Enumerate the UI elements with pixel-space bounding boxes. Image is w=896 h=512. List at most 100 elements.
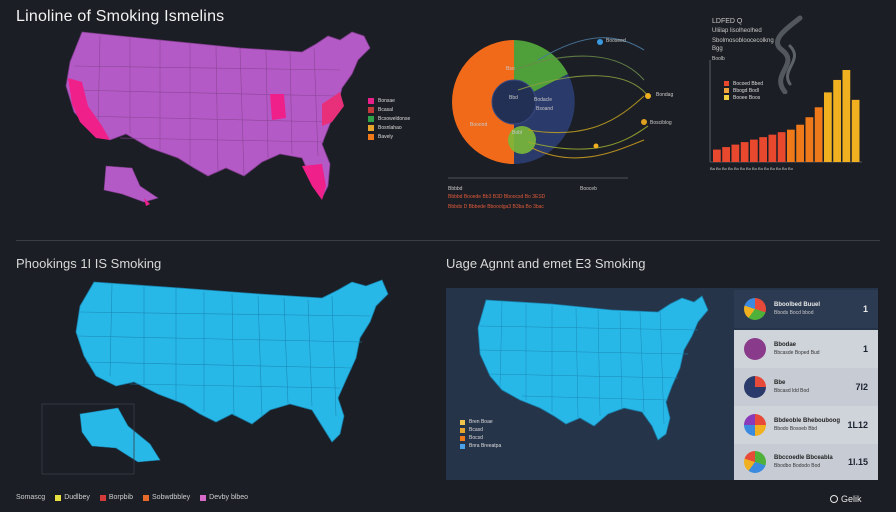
donut-center-label: Bbd <box>509 95 518 101</box>
legend-swatch <box>368 124 374 131</box>
left-bottom-title: Phookings 1I IS Smoking <box>16 256 162 271</box>
bar <box>851 99 860 162</box>
bar-chart-legend: Bocoed Bbed Bbogd Bodl Booee Boos <box>724 80 763 101</box>
bottom-right-us-map <box>477 295 709 441</box>
donut-far-right-label: Bosciblog <box>650 120 672 126</box>
bar-chart-head-2: Uliilap lisolheolhed <box>712 28 762 34</box>
card-value: 1 <box>862 304 868 314</box>
brand-name: Gelik <box>841 494 862 504</box>
footer-legend-item: Sobwdbbley <box>143 494 190 501</box>
footer-legend-item: Borpbib <box>99 494 133 501</box>
card-subtitle: Bbodo Bosoeb Bbd <box>774 426 818 432</box>
stat-card[interactable]: Bbccoedle Bbceabla Bbodbo Bododo Bod 1l.1… <box>734 444 878 480</box>
cigarette-icon <box>744 338 766 360</box>
legend-swatch <box>368 133 374 140</box>
card-title: Bbccoedle Bbceabla <box>774 455 833 461</box>
bar <box>805 117 814 162</box>
legend-label: Bocoed Bbed <box>733 80 764 87</box>
right-bottom-panel: Bren Boae Bcasd Bocsd Bnra Breeatpa Bboo… <box>446 288 878 480</box>
brand-circle-icon <box>830 495 838 503</box>
bar-chart <box>709 60 862 163</box>
bar <box>777 132 786 162</box>
legend-item: Bbogd Bodl <box>724 87 763 94</box>
legend-item: Bnra Breeatpa <box>460 442 501 450</box>
footer-legend-item: Somascg <box>16 494 45 501</box>
legend-swatch <box>55 494 62 501</box>
donut-left-label: Booond <box>470 122 488 128</box>
legend-item: Bocoed Bbed <box>724 80 763 87</box>
donut-footer-head-right: Booceb <box>580 186 597 192</box>
legend-item: Bcasal <box>368 105 410 114</box>
footer-legend-label: Devby blbeo <box>209 494 249 501</box>
legend-label: Bnra Breeatpa <box>469 443 502 449</box>
card-subtitle: Bbodbo Bododo Bod <box>774 463 821 469</box>
donut-footer-row: Bbbbd Booede Bb3 B3D Bboocsd Bo 3ESD <box>448 194 546 200</box>
brand-logo: Gelik <box>830 494 862 504</box>
legend-swatch <box>368 97 374 104</box>
legend-swatch <box>200 494 207 501</box>
footer-legend-label: Somascg <box>16 494 46 501</box>
bar <box>750 139 758 162</box>
legend-label: Bcasal <box>378 106 394 113</box>
stat-card[interactable]: Bbe Bbcasd ldd Bod 7I2 <box>734 368 878 406</box>
bar <box>731 144 740 162</box>
legend-item: Bcasd <box>460 426 501 434</box>
top-us-map <box>65 31 371 206</box>
card-value: 1L12 <box>847 420 868 430</box>
legend-swatch <box>460 443 465 449</box>
card-value: 1 <box>862 344 868 354</box>
bar <box>740 142 749 162</box>
stat-card[interactable]: Bbodae Bbcasde Boped Bud 1 <box>734 330 878 368</box>
bar <box>824 92 832 162</box>
footer-legend-label: Sobwdbbley <box>152 494 191 501</box>
legend-swatch <box>460 435 465 441</box>
card-title: Bbodae <box>774 342 797 348</box>
bar <box>833 79 841 162</box>
bar <box>722 147 730 162</box>
bar <box>842 70 851 162</box>
top-title: Linoline of Smoking Ismelins <box>16 8 225 25</box>
donut-lower-label: Bobl <box>512 130 523 136</box>
top-map-legend: Bonsae Bcasal Bcsoweldonse Bosnlahao Bav… <box>368 96 410 141</box>
legend-item: Bocsd <box>460 434 501 442</box>
bar-chart-head-5: Boolb <box>712 56 725 62</box>
legend-swatch <box>99 494 106 501</box>
legend-item: Booee Boos <box>724 94 763 101</box>
globe-icon <box>744 451 766 473</box>
legend-swatch <box>724 81 729 86</box>
legend-item: Bavely <box>368 132 410 141</box>
legend-label: Booee Boos <box>733 94 761 101</box>
bar <box>787 129 795 162</box>
bar-chart-head-1: LDFED Q <box>712 18 743 25</box>
donut-footer-row: Bbbds D Bbbede Bbooolga3 B3ba Bo 3bac <box>448 204 544 210</box>
legend-label: Bosnlahao <box>378 124 402 131</box>
donut-flow-graphic <box>448 37 651 179</box>
legend-label: Bavely <box>378 133 394 140</box>
bar-chart-head-3: Sbolmosobloocecolkng <box>712 38 774 44</box>
card-subtitle: Bbcasde Boped Bud <box>774 350 820 356</box>
donut-tag-2: Bondag <box>656 92 674 98</box>
card-title: Bbe <box>774 380 786 386</box>
chart-slice-icon <box>744 376 766 398</box>
bottom-map-legend: Bren Boae Bcasd Bocsd Bnra Breeatpa <box>460 418 501 450</box>
bar-tick-labels: Ba Bo Bo Bo Bo Bo Bo Bo Bo Bo Bo Bo Bo B… <box>710 166 793 171</box>
stat-card[interactable]: Bbdeoble Bhebouboog Bbodo Bosoeb Bbd 1L12 <box>734 406 878 444</box>
legend-item: Bren Boae <box>460 418 501 426</box>
legend-swatch <box>368 115 374 122</box>
stat-card[interactable]: Bboolbed Buuel Bbods Bocd bbod 1 <box>734 290 878 328</box>
legend-label: Bonsae <box>378 97 395 104</box>
footer-legend-label: Dudlbey <box>64 494 90 501</box>
bar <box>814 107 823 162</box>
card-title: Bboolbed Buuel <box>774 302 820 308</box>
legend-swatch <box>368 106 374 113</box>
legend-swatch <box>143 494 150 501</box>
footer-legend: Somascg Dudlbey Borpbib Sobwdbbley Devby… <box>16 494 248 501</box>
legend-swatch <box>724 95 729 100</box>
bar-series <box>713 70 860 162</box>
bar <box>796 124 804 162</box>
legend-item: Bonsae <box>368 96 410 105</box>
card-title: Bbdeoble Bhebouboog <box>774 418 840 424</box>
donut-top-label-b: Bsoand <box>536 106 553 112</box>
legend-label: Bcsoweldonse <box>378 115 411 122</box>
card-value: 7I2 <box>855 382 868 392</box>
